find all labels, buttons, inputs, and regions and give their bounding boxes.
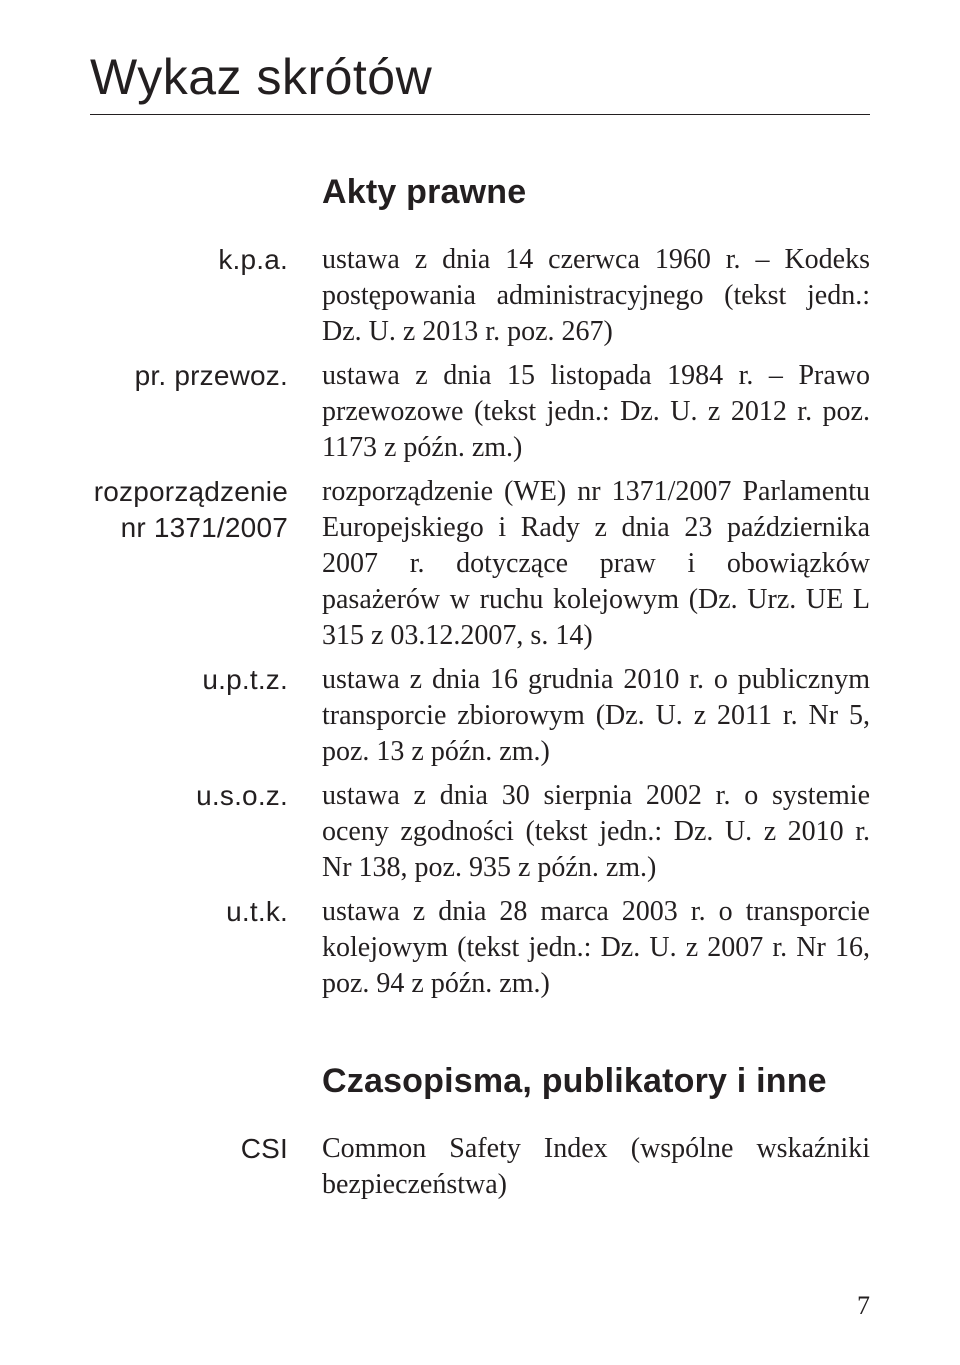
abbrev-term: pr. przewoz.: [90, 358, 322, 394]
abbrev-definition: rozporządzenie (WE) nr 1371/2007 Parlame…: [322, 474, 870, 654]
abbrev-list-acts: k.p.a.ustawa z dnia 14 czerwca 1960 r. –…: [90, 242, 870, 1002]
abbrev-definition: ustawa z dnia 28 marca 2003 r. o transpo…: [322, 894, 870, 1002]
abbrev-term: rozporządzenie nr 1371/2007: [90, 474, 322, 546]
page-title: Wykaz skrótów: [90, 48, 870, 106]
abbrev-definition: ustawa z dnia 30 sierpnia 2002 r. o syst…: [322, 778, 870, 886]
abbrev-term: u.s.o.z.: [90, 778, 322, 814]
abbrev-definition: ustawa z dnia 15 listopada 1984 r. – Pra…: [322, 358, 870, 466]
abbrev-definition: ustawa z dnia 16 grudnia 2010 r. o publi…: [322, 662, 870, 770]
abbrev-list-journals: CSICommon Safety Index (wspólne wskaźnik…: [90, 1131, 870, 1203]
abbrev-term: u.t.k.: [90, 894, 322, 930]
acts-row: rozporządzenie nr 1371/2007rozporządzeni…: [90, 474, 870, 654]
section-heading-acts: Akty prawne: [322, 173, 870, 212]
abbrev-term: u.p.t.z.: [90, 662, 322, 698]
section-heading-journals: Czasopisma, publikatory i inne: [322, 1062, 870, 1101]
abbrev-definition: Common Safety Index (wspólne wskaźniki b…: [322, 1131, 870, 1203]
abbrev-term: CSI: [90, 1131, 322, 1167]
acts-row: k.p.a.ustawa z dnia 14 czerwca 1960 r. –…: [90, 242, 870, 350]
acts-row: pr. przewoz.ustawa z dnia 15 listopada 1…: [90, 358, 870, 466]
abbrev-definition: ustawa z dnia 14 czerwca 1960 r. – Kodek…: [322, 242, 870, 350]
acts-row: u.p.t.z.ustawa z dnia 16 grudnia 2010 r.…: [90, 662, 870, 770]
page-number: 7: [857, 1291, 870, 1321]
title-rule: [90, 114, 870, 115]
acts-row: u.t.k.ustawa z dnia 28 marca 2003 r. o t…: [90, 894, 870, 1002]
abbrev-term: k.p.a.: [90, 242, 322, 278]
journals-row: CSICommon Safety Index (wspólne wskaźnik…: [90, 1131, 870, 1203]
acts-row: u.s.o.z.ustawa z dnia 30 sierpnia 2002 r…: [90, 778, 870, 886]
